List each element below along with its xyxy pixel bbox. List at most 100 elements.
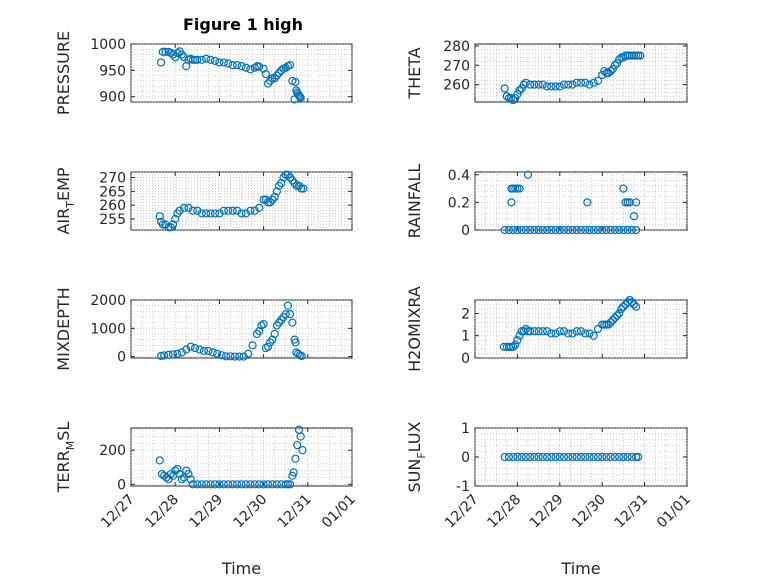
data-point [625,198,634,207]
data-point [500,452,509,462]
data-point [568,80,577,89]
data-point [226,352,235,361]
data-point [202,480,211,489]
data-point [294,91,304,100]
data-point [581,78,590,87]
data-point [184,203,193,213]
data-point [246,65,255,74]
data-point [632,225,641,235]
data-point [610,452,620,462]
data-point [272,480,281,489]
data-point [572,452,581,462]
data-point [572,78,581,87]
data-point [623,225,632,235]
data-point [237,480,246,489]
figure-title: Figure 1 high [183,15,303,34]
data-point [202,209,211,218]
data-point [188,206,197,215]
data-point [581,452,590,462]
data-point [255,203,264,213]
data-point [270,192,279,201]
data-point [612,59,622,68]
subplot-sun-flux: -1 0 1 12/27 12/28 12/29 12/30 12/31 01/01 SUNFLU… [405,421,694,578]
plot-area [130,299,353,359]
data-point [286,60,295,70]
y-tick-label: 270 [443,58,470,74]
data-point [204,346,213,356]
subplot-theta: 260 270 280 THETA [405,39,688,105]
data-point [636,51,645,60]
data-point [509,225,518,235]
y-axis-label: H2OMIXRA [405,286,424,372]
data-point [615,452,624,462]
data-point [291,77,300,87]
data-point [564,329,573,338]
y-tick-label: 1000 [90,321,126,337]
data-point [259,64,268,73]
data-point [504,452,514,462]
data-point [255,62,264,71]
data-point [281,310,290,319]
y-axis-label: MIXDEPTH [54,287,73,370]
data-point [551,82,560,91]
x-tick-label: 01/01 [319,492,359,532]
data-point [606,225,615,235]
x-axis-label: Time [221,559,261,578]
subplot-h2omixra: 0 1 2 H2OMIXRA [405,286,688,372]
data-point [504,225,514,235]
data-point [517,225,526,235]
data-point [296,93,305,102]
data-point [197,209,206,218]
y-tick-label: 0.2 [448,195,470,211]
data-point [547,452,556,462]
data-point [634,452,643,462]
y-tick-label: 1 [461,421,470,437]
data-point [610,61,620,70]
data-point [193,480,202,489]
data-point [538,225,547,235]
data-point [168,350,178,359]
y-tick-label: 0.4 [448,168,470,184]
data-point [241,209,251,218]
data-point [534,80,543,89]
data-point [197,55,206,64]
data-point [297,351,306,361]
data-point [526,452,535,462]
data-point [193,55,202,64]
data-point [158,47,167,57]
data-point [210,480,220,489]
data-point [542,327,552,336]
data-point [526,80,535,89]
data-point [261,343,270,353]
data-point [246,480,255,489]
y-tick-label: 280 [443,39,470,55]
data-point [559,327,569,336]
data-point [589,452,598,462]
data-point [534,452,543,462]
data-point [263,198,273,207]
y-tick-label: 900 [99,90,126,106]
data-point [589,78,598,87]
data-point [513,452,522,462]
data-point [193,206,202,215]
data-point [184,469,193,479]
data-point [513,336,522,345]
data-point [202,54,211,63]
data-point [551,225,560,235]
data-point [283,301,293,310]
data-point [509,342,518,351]
data-point [606,66,615,76]
data-point [589,225,598,235]
data-point [619,452,628,462]
data-point [629,212,639,221]
data-point [195,345,204,354]
data-point [156,351,166,361]
data-point [155,212,164,221]
data-point [259,480,268,489]
x-tick-label: 12/28 [484,492,524,532]
data-point [241,63,251,72]
data-point [259,195,268,204]
data-point [293,440,302,450]
data-point [219,58,228,67]
